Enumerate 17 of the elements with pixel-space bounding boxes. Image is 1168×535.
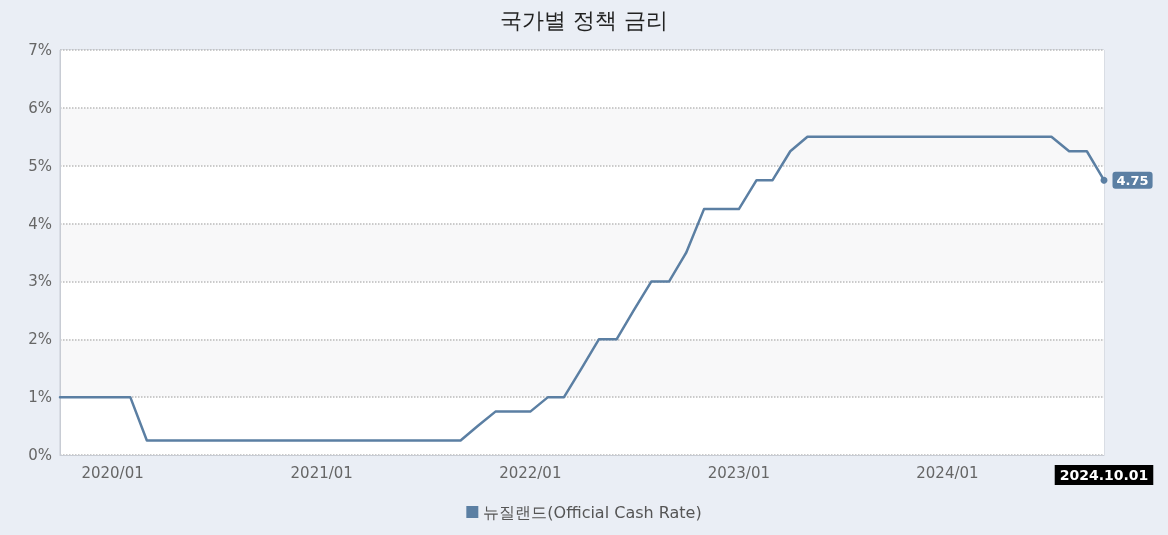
x-tick-label: 2020/01 [81,463,144,482]
x-tick-label: 2022/01 [499,463,562,482]
legend-label: 뉴질랜드(Official Cash Rate) [483,502,702,522]
y-tick-label: 0% [28,446,52,464]
y-tick-label: 6% [28,98,52,117]
y-tick-label: 3% [28,272,52,291]
data-label: 4.75 [1116,172,1149,188]
x-tick-label: 2024/01 [916,463,979,482]
chart-title: 국가별 정책 금리 [500,7,668,33]
x-tick-label: 2023/01 [707,463,771,482]
y-tick-label: 2% [28,330,52,349]
x-tick-label: 2021/01 [290,463,353,482]
y-tick-label: 5% [28,156,52,175]
y-tick-label: 7% [28,41,52,59]
x-tick-label: 2024.10.01 [1059,467,1149,483]
y-tick-label: 1% [28,388,52,407]
y-tick-label: 4% [28,214,52,233]
